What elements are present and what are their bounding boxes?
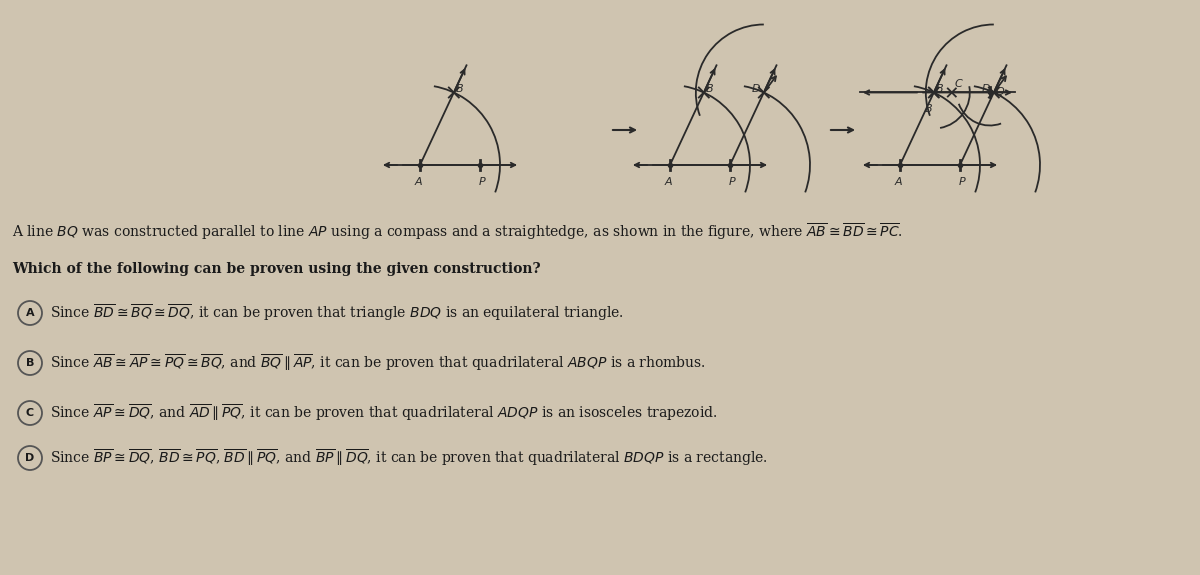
- Text: P: P: [479, 177, 485, 187]
- Text: B: B: [26, 358, 34, 368]
- Text: D: D: [982, 85, 990, 94]
- Text: B: B: [936, 85, 943, 94]
- Text: B: B: [706, 85, 714, 94]
- Text: A: A: [664, 177, 672, 187]
- Text: Since $\overline{BD} \cong \overline{BQ} \cong \overline{DQ}$, it can be proven : Since $\overline{BD} \cong \overline{BQ}…: [50, 303, 624, 323]
- Text: A line $BQ$ was constructed parallel to line $AP$ using a compass and a straight: A line $BQ$ was constructed parallel to …: [12, 222, 902, 243]
- Text: B: B: [925, 105, 932, 114]
- Text: Since $\overline{BP} \cong \overline{DQ}$, $\overline{BD} \cong \overline{PQ}$, : Since $\overline{BP} \cong \overline{DQ}…: [50, 448, 768, 468]
- Text: Q: Q: [996, 87, 1004, 98]
- Text: Since $\overline{AP} \cong \overline{DQ}$, and $\overline{AD} \parallel \overlin: Since $\overline{AP} \cong \overline{DQ}…: [50, 402, 718, 423]
- Text: B: B: [456, 85, 463, 94]
- Text: P: P: [728, 177, 736, 187]
- Text: D: D: [751, 85, 760, 94]
- Text: Which of the following can be proven using the given construction?: Which of the following can be proven usi…: [12, 262, 541, 276]
- Text: Since $\overline{AB} \cong \overline{AP} \cong \overline{PQ} \cong \overline{BQ}: Since $\overline{AB} \cong \overline{AP}…: [50, 353, 706, 373]
- Text: A: A: [25, 308, 35, 318]
- Text: A: A: [414, 177, 422, 187]
- Text: C: C: [26, 408, 34, 418]
- Text: P: P: [959, 177, 965, 187]
- Text: C: C: [955, 79, 962, 90]
- Text: A: A: [894, 177, 902, 187]
- Text: D: D: [25, 453, 35, 463]
